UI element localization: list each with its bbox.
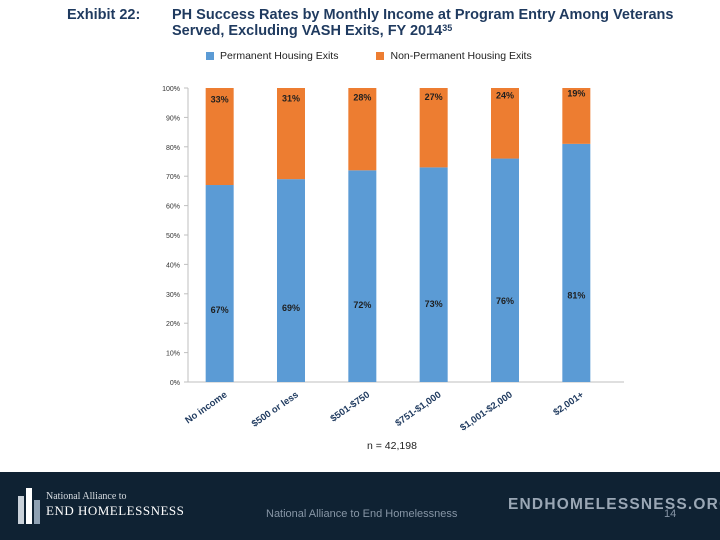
footer-website: ENDHOMELESSNESS.ORG [508, 496, 720, 513]
y-tick-label: 0% [170, 380, 180, 387]
bar-permanent [491, 158, 519, 382]
bar-non-permanent [491, 88, 519, 159]
bar-non-permanent [419, 88, 448, 168]
data-label-permanent: 72% [353, 300, 371, 310]
x-category-label: $1,001-$2,000 [458, 389, 515, 433]
bar-non-permanent [205, 88, 234, 186]
footer-org-name: National Alliance to End Homelessness [266, 508, 458, 520]
y-tick-label: 30% [166, 292, 180, 299]
data-label-permanent: 73% [425, 299, 443, 309]
bar-permanent [348, 170, 377, 382]
bar-non-permanent [562, 88, 591, 144]
data-label-non-permanent: 28% [353, 92, 371, 102]
y-tick-label: 50% [166, 233, 180, 240]
data-label-non-permanent: 24% [496, 91, 514, 101]
y-tick-label: 70% [166, 174, 180, 181]
x-category-label: $500 or less [250, 389, 301, 429]
bar-non-permanent [277, 88, 305, 180]
bar-permanent [562, 143, 591, 382]
data-label-non-permanent: 31% [282, 94, 300, 104]
bar-permanent [277, 179, 305, 382]
org-name-line1: National Alliance to [46, 491, 127, 502]
legend-label-permanent: Permanent Housing Exits [220, 50, 339, 62]
stacked-bar-chart: n = 42,198 0% 10% 20% 30% 40% 50% 60% 70% 80% 90%… [162, 86, 624, 452]
y-tick-label: 40% [166, 262, 180, 269]
legend-label-non-permanent: Non-Permanent Housing Exits [390, 50, 532, 62]
data-label-permanent: 81% [567, 291, 585, 301]
alliance-logo-icon [18, 488, 40, 524]
data-label-permanent: 67% [211, 305, 229, 315]
chart-legend: Permanent Housing Exits Non-Permanent Ho… [206, 50, 570, 62]
y-tick-label: 90% [166, 115, 180, 122]
x-category-label: $501-$750 [329, 389, 373, 424]
data-label-non-permanent: 19% [567, 88, 585, 98]
chart-title-text: PH Success Rates by Monthly Income at Pr… [172, 7, 674, 39]
legend-item-permanent: Permanent Housing Exits [206, 50, 338, 62]
y-tick-label: 60% [166, 204, 180, 211]
org-name-line2: END HOMELESSNESS [46, 503, 185, 518]
y-tick-label: 20% [166, 321, 180, 328]
sample-size-note: n = 42,198 [367, 440, 417, 452]
chart-title: PH Success Rates by Monthly Income at Pr… [172, 7, 692, 39]
title-footnote: 35 [442, 23, 453, 33]
legend-swatch-non-permanent [376, 52, 385, 60]
data-label-permanent: 69% [282, 303, 300, 313]
data-label-non-permanent: 33% [211, 95, 229, 105]
x-category-label: $2,001+ [551, 389, 586, 418]
legend-swatch-permanent [206, 52, 214, 60]
data-label-permanent: 76% [496, 296, 514, 306]
exhibit-label: Exhibit 22: [67, 7, 141, 23]
data-label-non-permanent: 27% [425, 92, 443, 102]
org-logo-text: National Alliance to END HOMELESSNESS [46, 490, 184, 518]
y-tick-label: 80% [166, 145, 180, 152]
bar-permanent [205, 185, 234, 382]
bar-permanent [419, 167, 448, 382]
y-tick-label: 100% [162, 86, 180, 93]
legend-item-non-permanent: Non-Permanent Housing Exits [376, 50, 532, 62]
bar-non-permanent [348, 88, 377, 171]
x-category-label: $751-$1,000 [393, 389, 443, 429]
x-category-label: No income [183, 389, 229, 426]
y-tick-label: 10% [166, 351, 180, 358]
footer-bar: National Alliance to END HOMELESSNESS Na… [0, 472, 720, 540]
page-number: 14 [664, 508, 677, 520]
